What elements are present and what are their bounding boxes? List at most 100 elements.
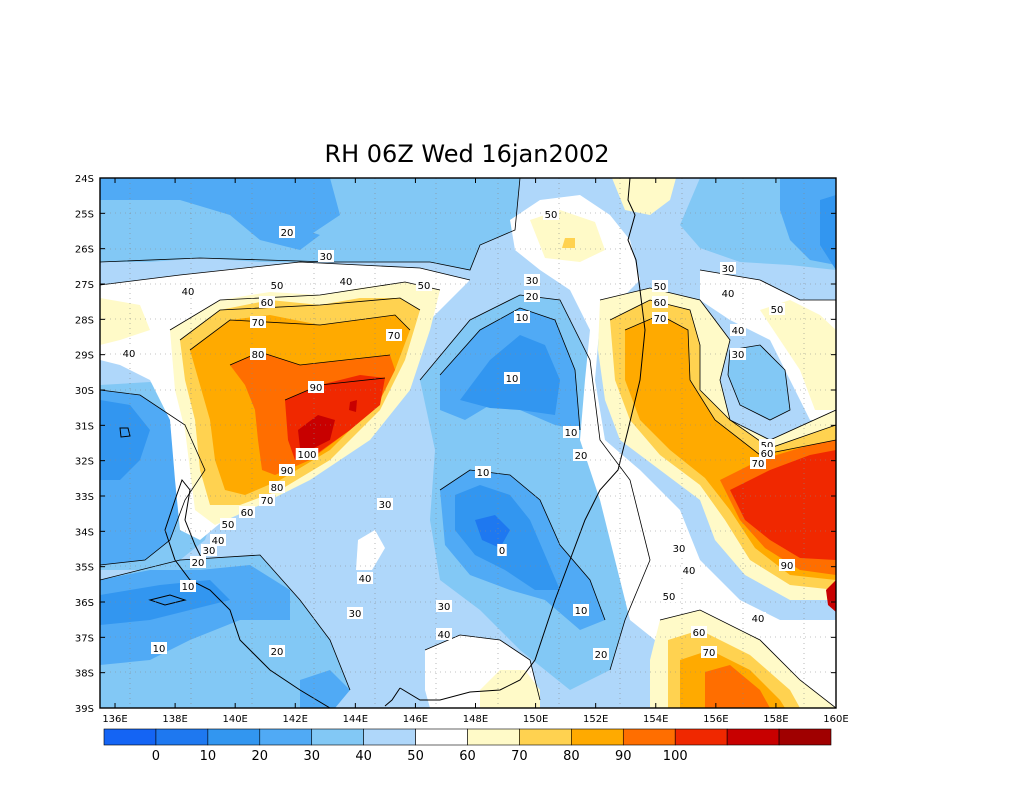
svg-text:10: 10 — [565, 428, 578, 439]
contour-label: 0 — [497, 544, 507, 557]
svg-text:70: 70 — [703, 648, 716, 659]
contour-labels: 2030405060708090100405070503020101010203… — [121, 208, 795, 661]
svg-text:40: 40 — [683, 566, 696, 577]
colorbar: 0 10 20 30 40 50 60 70 80 90 100 — [103, 728, 832, 764]
colorbar-swatch — [571, 728, 624, 746]
svg-text:50: 50 — [761, 441, 774, 452]
contour-label: 40 — [210, 534, 226, 547]
svg-text:70: 70 — [388, 331, 401, 342]
contour-label: 40 — [338, 275, 354, 288]
colorbar-label: 50 — [407, 749, 424, 764]
contour-label: 30 — [318, 250, 334, 263]
contour-label: 70 — [750, 457, 766, 470]
contour-label: 70 — [701, 646, 717, 659]
colorbar-swatch — [259, 728, 313, 746]
contour-fill-10-20 — [230, 178, 340, 235]
contour-label: 40 — [750, 612, 766, 625]
contour-label: 50 — [220, 518, 236, 531]
svg-text:10: 10 — [516, 313, 529, 324]
contour-label: 30 — [720, 262, 736, 275]
svg-text:30: 30 — [379, 500, 392, 511]
contour-label: 50 — [769, 303, 785, 316]
svg-text:50: 50 — [663, 592, 676, 603]
contour-label: 30 — [524, 274, 540, 287]
contour-label: 50 — [543, 208, 559, 221]
contour-label: 100 — [295, 448, 319, 461]
contour-fill-above-100 — [349, 400, 357, 412]
contour-label: 40 — [121, 347, 137, 360]
y-tick-label: 38S — [75, 669, 94, 680]
svg-text:100: 100 — [297, 450, 316, 461]
contour-label: 20 — [524, 290, 540, 303]
contour-fill-0-10 — [100, 580, 230, 625]
svg-text:30: 30 — [722, 264, 735, 275]
contour-label: 20 — [269, 645, 285, 658]
svg-text:70: 70 — [752, 459, 765, 470]
x-tick-label: 154E — [643, 714, 668, 725]
colorbar-label: 30 — [303, 749, 320, 764]
svg-text:20: 20 — [595, 650, 608, 661]
contour-label: 30 — [201, 544, 217, 557]
contour-label: 60 — [691, 626, 707, 639]
x-tick-label: 152E — [583, 714, 608, 725]
contour-fill-50-60 — [530, 210, 605, 262]
svg-text:90: 90 — [310, 383, 323, 394]
contour-label: 10 — [573, 604, 589, 617]
y-tick-label: 37S — [75, 633, 94, 644]
contour-fill-above-100 — [298, 415, 335, 450]
grid-lines — [100, 178, 836, 708]
contour-label: 20 — [593, 648, 609, 661]
contour-label: 30 — [347, 607, 363, 620]
contour-label: 40 — [180, 285, 196, 298]
colorbar-swatch — [726, 728, 780, 746]
svg-text:50: 50 — [545, 210, 558, 221]
y-tick-label: 25S — [75, 209, 94, 220]
contour-fill-80-90 — [705, 665, 770, 708]
y-tick-label: 29S — [75, 351, 94, 362]
svg-text:30: 30 — [732, 350, 745, 361]
contour-fill-0-10 — [100, 400, 150, 480]
contour-label: 60 — [652, 296, 668, 309]
svg-text:40: 40 — [732, 326, 745, 337]
colorbar-label: 70 — [511, 749, 528, 764]
contour-fill-40-50 — [356, 530, 385, 570]
svg-text:90: 90 — [781, 561, 794, 572]
svg-text:10: 10 — [153, 644, 166, 655]
contour-label: 30 — [436, 600, 452, 613]
svg-text:40: 40 — [438, 630, 451, 641]
svg-text:30: 30 — [203, 546, 216, 557]
svg-text:40: 40 — [359, 574, 372, 585]
y-tick-label: 34S — [75, 527, 94, 538]
svg-text:40: 40 — [123, 349, 136, 360]
svg-text:10: 10 — [182, 582, 195, 593]
y-tick-label: 31S — [75, 421, 94, 432]
x-tick-label: 148E — [463, 714, 488, 725]
contour-label: 10 — [563, 426, 579, 439]
contour-fill-40-50 — [510, 195, 836, 708]
contour-label: 40 — [681, 564, 697, 577]
svg-text:80: 80 — [252, 350, 265, 361]
svg-text:10: 10 — [575, 606, 588, 617]
contour-fill-0-10 — [455, 485, 560, 590]
contour-label: 10 — [180, 580, 196, 593]
svg-text:20: 20 — [192, 558, 205, 569]
colorbar-label: 40 — [355, 749, 372, 764]
contour-label: 60 — [239, 506, 255, 519]
contour-fill-50-60 — [100, 298, 150, 345]
contour-label: 50 — [269, 279, 285, 292]
plot-frame — [99, 177, 837, 709]
y-tick-label: 32S — [75, 457, 94, 468]
contour-fill-10-20 — [100, 178, 320, 250]
svg-text:40: 40 — [182, 287, 195, 298]
y-axis-labels: 24S 25S 26S 27S 28S 29S 30S 31S 32S 33S 34S 35S 36S 3… — [75, 174, 94, 715]
svg-text:60: 60 — [693, 628, 706, 639]
x-tick-label: 158E — [763, 714, 788, 725]
colorbar-label: 0 — [152, 749, 160, 764]
svg-text:20: 20 — [281, 228, 294, 239]
svg-text:20: 20 — [526, 292, 539, 303]
colorbar-swatch — [103, 728, 157, 746]
svg-text:90: 90 — [281, 466, 294, 477]
x-tick-label: 138E — [162, 714, 187, 725]
svg-text:30: 30 — [349, 609, 362, 620]
contour-fill-below-0 — [475, 515, 510, 548]
